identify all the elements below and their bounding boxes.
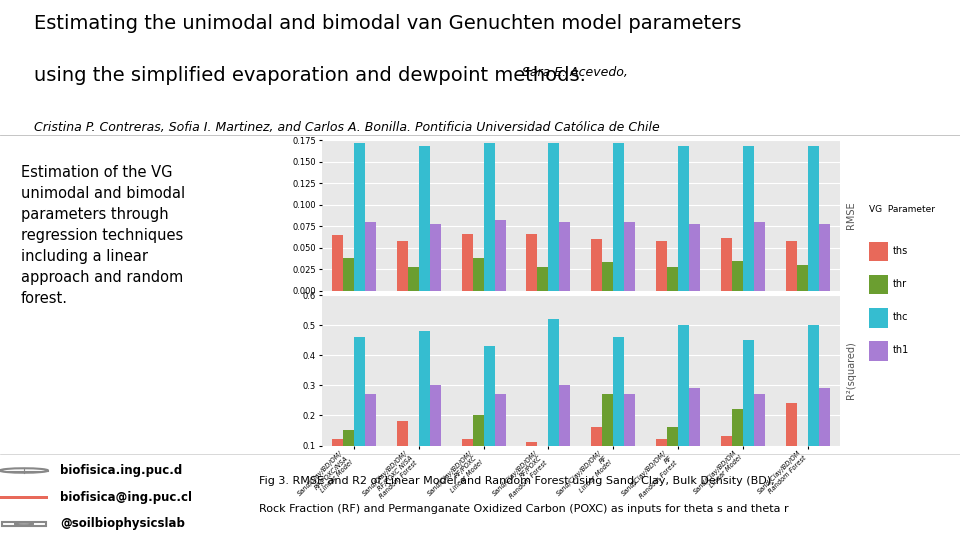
Bar <box>602 262 613 291</box>
FancyBboxPatch shape <box>869 275 888 294</box>
Bar <box>667 267 678 291</box>
Bar <box>538 267 548 291</box>
Bar <box>472 415 484 476</box>
Bar <box>462 440 472 476</box>
FancyBboxPatch shape <box>869 308 888 328</box>
Bar <box>613 143 624 291</box>
Bar <box>560 386 570 476</box>
Bar <box>624 222 636 291</box>
Bar <box>591 428 602 476</box>
Bar <box>538 461 548 476</box>
Bar <box>408 267 419 291</box>
Bar <box>785 241 797 291</box>
Text: Fig 3. RMSE and R2 of Linear Model and Random Forest using Sand, Clay, Bulk Dens: Fig 3. RMSE and R2 of Linear Model and R… <box>259 476 775 486</box>
FancyBboxPatch shape <box>869 241 888 261</box>
Bar <box>602 394 613 476</box>
Bar <box>494 394 506 476</box>
Bar <box>365 394 376 476</box>
Bar <box>797 265 807 291</box>
Bar <box>408 446 419 476</box>
Text: Cristina P. Contreras, Sofia I. Martinez, and Carlos A. Bonilla. Pontificia Univ: Cristina P. Contreras, Sofia I. Martinez… <box>34 121 660 134</box>
Bar <box>548 143 560 291</box>
Bar <box>354 337 365 476</box>
Bar <box>732 409 743 476</box>
Bar <box>754 394 765 476</box>
Bar <box>689 224 700 291</box>
Bar <box>819 388 829 476</box>
Text: Rock Fraction (RF) and Permanganate Oxidized Carbon (POXC) as inputs for theta s: Rock Fraction (RF) and Permanganate Oxid… <box>259 504 789 515</box>
Bar <box>332 235 343 291</box>
Text: thr: thr <box>893 279 907 289</box>
Bar <box>678 325 689 476</box>
Bar <box>343 258 354 291</box>
Bar <box>548 319 560 476</box>
Text: RMSE: RMSE <box>846 202 856 230</box>
Bar <box>743 146 754 291</box>
Bar <box>526 442 538 476</box>
Bar <box>430 386 441 476</box>
Bar <box>785 403 797 476</box>
Bar <box>484 143 494 291</box>
Bar <box>624 394 636 476</box>
Bar <box>526 234 538 291</box>
Bar <box>819 224 829 291</box>
Bar <box>419 146 430 291</box>
Text: Estimating the unimodal and bimodal van Genuchten model parameters: Estimating the unimodal and bimodal van … <box>34 14 741 33</box>
Text: ths: ths <box>893 246 908 255</box>
Bar <box>396 241 408 291</box>
Text: R²(squared): R²(squared) <box>846 341 856 399</box>
Bar <box>678 146 689 291</box>
Bar <box>430 224 441 291</box>
Bar <box>343 430 354 476</box>
Bar <box>689 388 700 476</box>
Text: th1: th1 <box>893 346 909 355</box>
Bar <box>732 261 743 291</box>
Bar <box>332 440 343 476</box>
Bar <box>721 436 732 476</box>
Text: Sara E. Acevedo,: Sara E. Acevedo, <box>518 66 628 79</box>
Bar <box>656 241 667 291</box>
Bar <box>591 239 602 291</box>
Text: thc: thc <box>893 312 908 322</box>
Text: biofisica.ing.puc.d: biofisica.ing.puc.d <box>60 464 182 477</box>
FancyBboxPatch shape <box>0 496 48 499</box>
FancyBboxPatch shape <box>869 341 888 361</box>
Bar <box>656 440 667 476</box>
Bar <box>667 428 678 476</box>
Bar <box>743 340 754 476</box>
Bar <box>721 238 732 291</box>
Bar <box>494 220 506 291</box>
Bar <box>807 146 819 291</box>
Text: biofisica@ing.puc.cl: biofisica@ing.puc.cl <box>60 491 192 504</box>
Bar <box>419 331 430 476</box>
Bar <box>354 143 365 291</box>
Bar <box>797 461 807 476</box>
Bar <box>472 258 484 291</box>
Bar <box>484 346 494 476</box>
Text: Estimation of the VG
unimodal and bimodal
parameters through
regression techniqu: Estimation of the VG unimodal and bimoda… <box>21 165 185 306</box>
Text: VG  Parameter: VG Parameter <box>869 205 935 214</box>
Bar <box>807 325 819 476</box>
Bar <box>613 337 624 476</box>
Bar <box>396 421 408 476</box>
Text: @soilbiophysicslab: @soilbiophysicslab <box>60 517 185 530</box>
Text: using the simplified evaporation and dewpoint methods.: using the simplified evaporation and dew… <box>34 66 586 85</box>
Bar <box>462 234 472 291</box>
Bar <box>365 222 376 291</box>
Bar <box>754 222 765 291</box>
Bar <box>560 222 570 291</box>
